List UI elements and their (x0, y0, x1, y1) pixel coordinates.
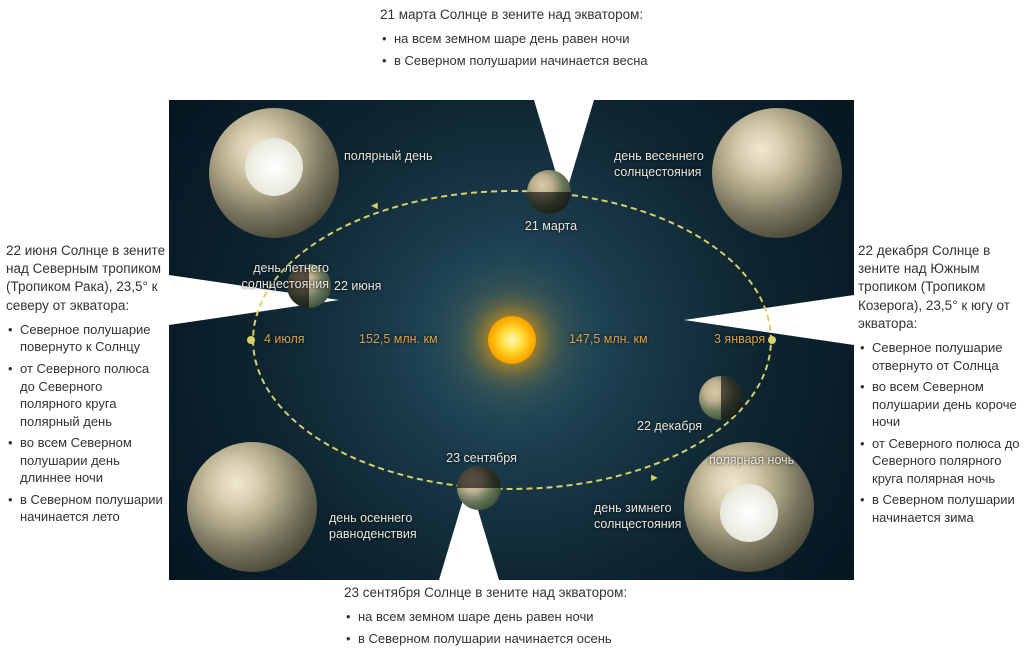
september-text-block: 23 сентября Солнце в зените над экваторо… (344, 584, 844, 651)
orbit-arrow-icon: ◄ (369, 200, 380, 212)
september-heading: 23 сентября Солнце в зените над экваторо… (344, 584, 844, 602)
label-polar-day: полярный день (344, 148, 432, 164)
aphelion-point (247, 336, 255, 344)
label-mar21: 21 марта (521, 218, 581, 234)
june-heading: 22 июня Солнце в зените над Северным тро… (6, 242, 166, 315)
orbit-arrow-icon: ► (649, 472, 660, 484)
june-bullet: в Северном полушарии начинается лето (6, 491, 166, 526)
june-bullets: Северное полушарие повернуто к Солнцу от… (6, 321, 166, 526)
globe-spring (712, 108, 842, 238)
label-spring-eq: день весеннего солнцестояния (614, 148, 704, 181)
label-jun22: 22 июня (334, 278, 381, 294)
label-dec22: 22 декабря (637, 418, 702, 434)
december-text-block: 22 декабря Солнце в зените над Южным тро… (858, 242, 1020, 531)
perihelion-date: 3 января (714, 332, 765, 346)
march-heading: 21 марта Солнце в зените над экватором: (380, 6, 850, 24)
sun-icon (488, 316, 536, 364)
polar-cap-icon (720, 484, 778, 542)
march-bullet: в Северном полушарии начинается весна (380, 52, 850, 70)
december-bullet: в Северном полушарии начинается зима (858, 491, 1020, 526)
september-bullet: на всем земном шаре день равен ночи (344, 608, 844, 626)
june-bullet: Северное полушарие повернуто к Солнцу (6, 321, 166, 356)
polar-cap-icon (245, 138, 303, 196)
september-bullets: на всем земном шаре день равен ночи в Се… (344, 608, 844, 647)
earth-sep23 (457, 466, 501, 510)
label-summer-sol: день летнего солнцестояния (224, 260, 329, 293)
earth-dec22 (699, 376, 743, 420)
december-bullet: во всем Северном полушарии день короче н… (858, 378, 1020, 431)
perihelion-point (768, 336, 776, 344)
march-text-block: 21 марта Солнце в зените над экватором: … (380, 6, 850, 73)
aphelion-distance: 152,5 млн. км (359, 332, 438, 346)
march-bullet: на всем земном шаре день равен ночи (380, 30, 850, 48)
december-bullet: от Северного полюса до Северного полярно… (858, 435, 1020, 488)
march-bullets: на всем земном шаре день равен ночи в Се… (380, 30, 850, 69)
earth-mar21 (527, 170, 571, 214)
december-heading: 22 декабря Солнце в зените над Южным тро… (858, 242, 1020, 333)
label-winter-sol: день зимнего солнцестояния (594, 500, 681, 533)
june-bullet: от Северного полюса до Северного полярно… (6, 360, 166, 430)
label-polar-night: полярная ночь (709, 452, 794, 468)
june-bullet: во всем Северном полушарии день длиннее … (6, 434, 166, 487)
globe-polar-day (209, 108, 339, 238)
perihelion-distance: 147,5 млн. км (569, 332, 648, 346)
aphelion-date: 4 июля (264, 332, 305, 346)
orbit-diagram: 4 июля 152,5 млн. км 3 января 147,5 млн.… (169, 100, 854, 580)
globe-autumn (187, 442, 317, 572)
label-autumn-eq: день осеннего равноденствия (329, 510, 417, 543)
label-sep23: 23 сентября (439, 450, 524, 466)
december-bullets: Северное полушарие отвернуто от Солнца в… (858, 339, 1020, 526)
june-text-block: 22 июня Солнце в зените над Северным тро… (6, 242, 166, 530)
september-bullet: в Северном полушарии начинается осень (344, 630, 844, 648)
december-bullet: Северное полушарие отвернуто от Солнца (858, 339, 1020, 374)
